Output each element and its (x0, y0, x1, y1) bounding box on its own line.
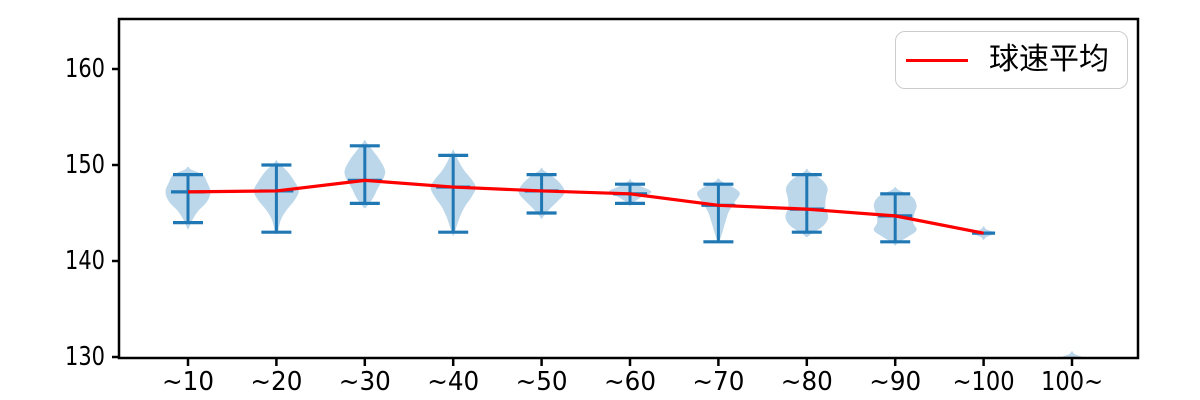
y-tick-label-130: 130 (65, 342, 105, 372)
x-tick-label-~10: ~10 (162, 367, 214, 397)
plot-area (165, 139, 1084, 358)
x-tick-label-~20: ~20 (250, 367, 302, 397)
legend-line-icon (906, 58, 968, 62)
x-tick-label-~30: ~30 (339, 367, 391, 397)
y-tick-label-160: 160 (65, 54, 105, 84)
y-tick-label-140: 140 (65, 246, 105, 276)
x-tick-label-~80: ~80 (781, 367, 833, 397)
average-speed-line (187, 178, 984, 235)
x-tick-label-100~: 100~ (1041, 367, 1103, 397)
x-tick-label-~70: ~70 (692, 367, 744, 397)
x-tick-label-~60: ~60 (604, 367, 656, 397)
plot-border (117, 17, 1140, 360)
x-tick-label-~100: ~100 (953, 367, 1015, 397)
y-tick-label-150: 150 (65, 150, 105, 180)
x-tick-label-~90: ~90 (869, 367, 921, 397)
legend: 球速平均 (895, 31, 1128, 89)
x-tick-label-~50: ~50 (516, 367, 568, 397)
legend-label: 球速平均 (989, 42, 1109, 77)
x-tick-label-~40: ~40 (427, 367, 479, 397)
violin-body-100~ (1060, 351, 1084, 358)
